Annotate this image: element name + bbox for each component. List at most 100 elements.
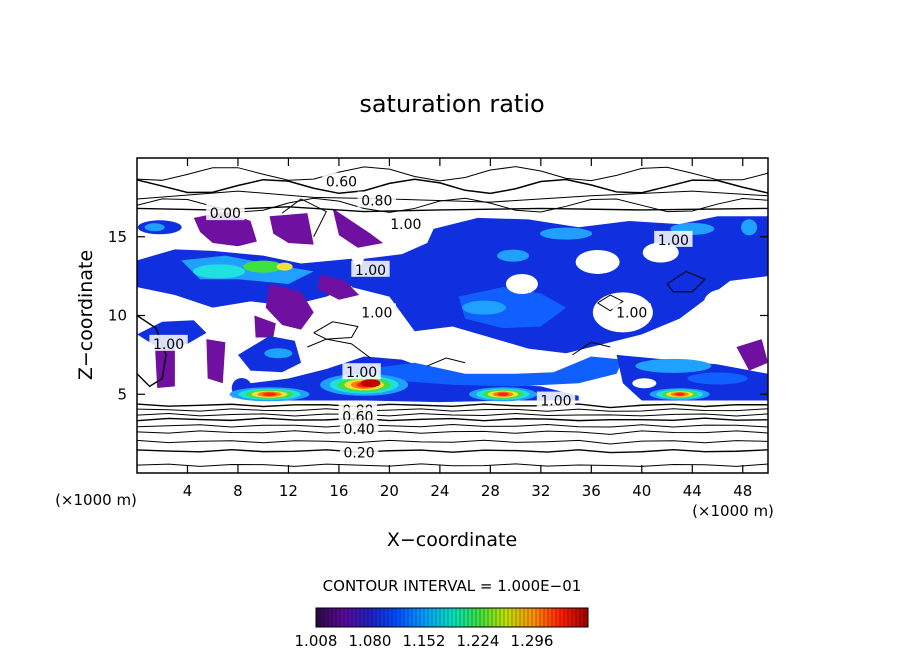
- stratified-contour: [137, 424, 768, 428]
- core-red: [674, 392, 685, 396]
- core-dark-red: [360, 379, 381, 388]
- clear-hole: [505, 274, 538, 294]
- colorbar-tick-label: 1.080: [349, 632, 392, 650]
- contour-label: 0.00: [210, 206, 241, 222]
- x-tick-label: 8: [233, 482, 243, 500]
- cloud-streak: [462, 300, 507, 315]
- upper-contour: [137, 166, 768, 182]
- contour-label-bg: [149, 334, 188, 351]
- contour-label: 0.60: [326, 175, 357, 191]
- contour-label-bg: [357, 191, 396, 208]
- cloud-contour: [281, 198, 327, 237]
- y-tick-label: 10: [108, 307, 127, 325]
- saturation-fill-field: [137, 208, 768, 403]
- stratified-contour: [137, 408, 768, 412]
- x-tick-label: 28: [481, 482, 500, 500]
- colorbar-tick-label: 1.296: [511, 632, 554, 650]
- stratified-contour: [137, 448, 768, 454]
- colorbar-tick-label: 1.008: [295, 632, 338, 650]
- left-cloud-green: [243, 260, 284, 273]
- contour-interval-text: CONTOUR INTERVAL = 1.000E−01: [323, 577, 582, 595]
- contour-label-bg: [338, 407, 378, 424]
- clear-hole: [632, 378, 657, 389]
- contour-label: 0.20: [344, 446, 375, 462]
- contour-label-bg: [654, 230, 693, 247]
- colorbar-tick-labels: 1.008 1.080 1.152 1.224 1.296: [295, 632, 554, 650]
- cloud-contour: [427, 357, 466, 367]
- purple-region: [193, 211, 257, 247]
- x-tick-label: 36: [582, 482, 601, 500]
- y-axis-label: Z−coordinate: [75, 250, 97, 380]
- y-axis-ticks: 5 10 15: [108, 228, 768, 403]
- cloud-streak: [497, 249, 530, 262]
- lower-right-cloud-streak: [635, 358, 712, 373]
- y-tick-label: 5: [117, 385, 127, 403]
- x-tick-label: 32: [531, 482, 550, 500]
- purple-region: [736, 339, 768, 371]
- stratified-contour: [137, 463, 768, 467]
- colorbar: 1.008 1.080 1.152 1.224 1.296: [295, 607, 589, 650]
- contour-label-bg: [357, 303, 396, 320]
- x-tick-label: 24: [430, 482, 449, 500]
- contour-label: 0.40: [344, 422, 375, 438]
- contour-label: 1.00: [390, 217, 421, 233]
- contour-label: 1.00: [540, 394, 571, 410]
- contour-label: 1.00: [355, 263, 386, 279]
- contour-label-bg: [612, 303, 651, 320]
- cloud-contour: [137, 314, 167, 388]
- lower-right-cloud-body: [687, 372, 748, 385]
- contour-label-bg: [339, 443, 379, 460]
- cloud-streak: [741, 219, 758, 236]
- purple-region: [269, 213, 314, 245]
- x-tick-label: 40: [632, 482, 651, 500]
- purple-region: [265, 284, 314, 330]
- chart-title: saturation ratio: [359, 90, 544, 118]
- upper-contour: [137, 178, 768, 195]
- purple-region: [317, 274, 360, 300]
- x-unit-left: (×1000 m): [55, 491, 137, 509]
- contour-label-bg: [351, 260, 390, 277]
- stratified-contour: [137, 430, 768, 435]
- contour-label-bg: [386, 215, 426, 232]
- contour-label-bg: [322, 172, 361, 189]
- purple-region: [332, 208, 384, 248]
- upper-cloud-core: [458, 287, 567, 329]
- x-tick-label: 44: [683, 482, 702, 500]
- contour-label: 1.00: [361, 305, 392, 321]
- contour-label: 1.00: [658, 233, 689, 249]
- purple-region: [206, 339, 226, 384]
- stratified-contour: [137, 403, 768, 409]
- x-tick-label: 16: [329, 482, 348, 500]
- cloud-contour: [313, 321, 359, 340]
- clear-hole: [575, 249, 620, 274]
- upper-contour: [137, 190, 768, 203]
- cloud-contour: [597, 294, 624, 312]
- core-red: [497, 392, 509, 396]
- cloud-streak: [540, 227, 593, 240]
- left-edge-cloud-core: [144, 223, 165, 232]
- contour-label: 1.00: [153, 337, 184, 353]
- plot-area: 0.600.80 0.00 1.00 1.00 1.00 1.00 1.00 1.00 1.00…: [108, 157, 769, 500]
- clear-hole: [642, 242, 679, 263]
- stratified-contour: [137, 417, 768, 422]
- colorbar-stripes: [319, 608, 585, 627]
- x-tick-label: 12: [279, 482, 298, 500]
- lower-cloud-band-upper: [364, 356, 623, 387]
- contour-lines: [137, 166, 768, 467]
- contour-label-bg: [342, 363, 381, 380]
- y-tick-label: 15: [108, 228, 127, 246]
- contour-label: 1.00: [616, 305, 647, 321]
- x-tick-label: 48: [733, 482, 752, 500]
- purple-region: [254, 315, 276, 338]
- x-tick-label: 20: [380, 482, 399, 500]
- cloud-contour: [666, 270, 706, 293]
- cloud-contour: [307, 338, 371, 359]
- contour-label-bg: [206, 204, 245, 221]
- core-red: [262, 392, 277, 396]
- clear-hole: [703, 288, 744, 317]
- contour-labels: 0.600.80 0.00 1.00 1.00 1.00 1.00 1.00 1.00 1.00…: [149, 172, 693, 462]
- left-cloud-cyan: [193, 264, 246, 279]
- colorbar-tick-label: 1.224: [457, 632, 500, 650]
- x-unit-right: (×1000 m): [692, 502, 774, 520]
